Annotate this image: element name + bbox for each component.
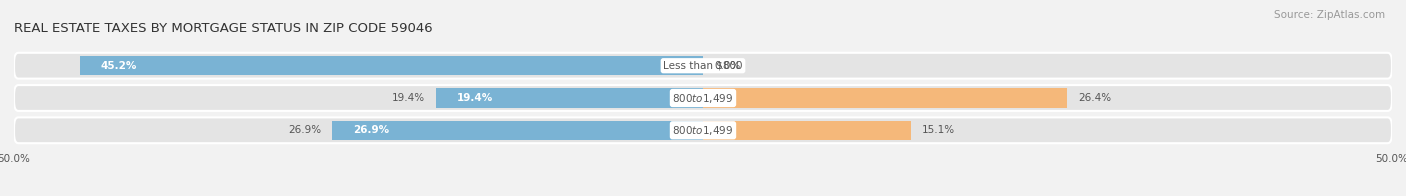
Text: 19.4%: 19.4% [457, 93, 492, 103]
Text: Less than $800: Less than $800 [664, 61, 742, 71]
Bar [436, 88, 703, 108]
Text: 19.4%: 19.4% [391, 93, 425, 103]
Text: 15.1%: 15.1% [922, 125, 955, 135]
FancyBboxPatch shape [14, 53, 1392, 79]
Text: 26.9%: 26.9% [353, 125, 389, 135]
Text: REAL ESTATE TAXES BY MORTGAGE STATUS IN ZIP CODE 59046: REAL ESTATE TAXES BY MORTGAGE STATUS IN … [14, 22, 433, 35]
Text: $800 to $1,499: $800 to $1,499 [672, 92, 734, 104]
Bar [703, 121, 911, 140]
Text: 0.0%: 0.0% [714, 61, 741, 71]
Text: Source: ZipAtlas.com: Source: ZipAtlas.com [1274, 10, 1385, 20]
FancyBboxPatch shape [14, 117, 1392, 143]
Text: $800 to $1,499: $800 to $1,499 [672, 124, 734, 137]
Bar [80, 56, 703, 75]
Bar [332, 121, 703, 140]
FancyBboxPatch shape [14, 85, 1392, 111]
Text: 45.2%: 45.2% [101, 61, 138, 71]
Text: 26.9%: 26.9% [288, 125, 322, 135]
Text: 26.4%: 26.4% [1078, 93, 1111, 103]
Bar [703, 88, 1067, 108]
